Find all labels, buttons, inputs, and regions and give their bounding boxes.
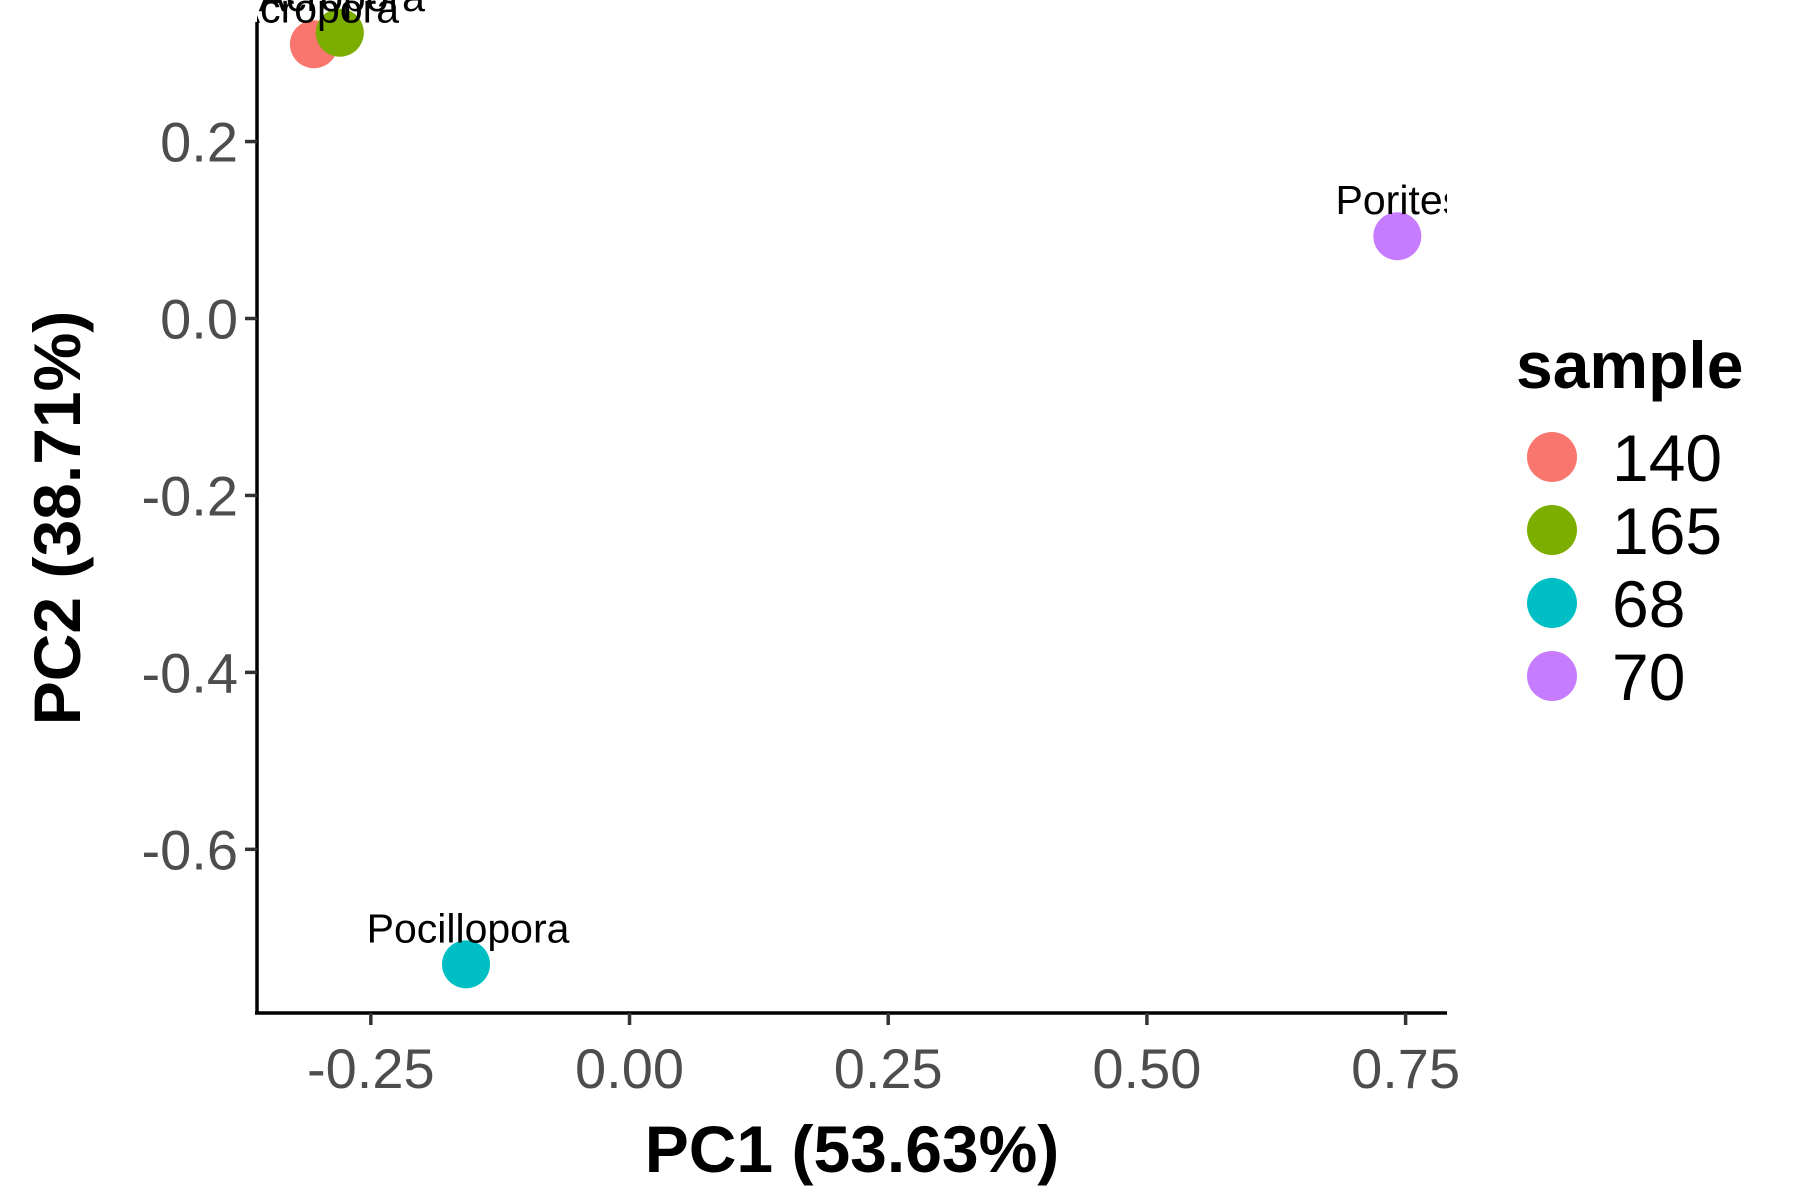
legend-title: sample [1516, 328, 1743, 402]
point-labels: AcroporaAcropora Pocillopora Porites [233, 0, 1464, 951]
scatter-point-70 [1373, 212, 1422, 261]
point-label: Pocillopora [367, 905, 570, 951]
scatter-point-165 [315, 8, 364, 57]
legend-key-70 [1527, 651, 1577, 701]
legend-label: 140 [1612, 421, 1722, 495]
legend-label: 70 [1612, 640, 1685, 714]
y-tick-label: -0.2 [142, 464, 239, 527]
legend-key-68 [1527, 578, 1577, 628]
x-tick-label: 0.25 [834, 1037, 943, 1100]
x-axis-title: PC1 (53.63%) [645, 1112, 1060, 1186]
x-tick-label: -0.25 [307, 1037, 435, 1100]
y-tick-label: 0.0 [160, 287, 238, 350]
point-label: Acropora [259, 0, 426, 20]
point-label: Acropora [233, 0, 400, 31]
legend-label: 165 [1612, 494, 1722, 568]
x-tick-label: 0.00 [575, 1037, 684, 1100]
y-tick-label: -0.6 [142, 818, 239, 881]
x-tick-label: 0.75 [1351, 1037, 1460, 1100]
y-axis-ticks: 0.2 0.0 -0.2 -0.4 -0.6 [142, 111, 257, 881]
scatter-point-68 [442, 940, 491, 989]
point-label: Porites [1336, 177, 1464, 223]
x-tick-label: 0.50 [1092, 1037, 1201, 1100]
x-axis-ticks: -0.25 0.00 0.25 0.50 0.75 [307, 1013, 1460, 1100]
y-tick-label: 0.2 [160, 111, 238, 174]
legend-key-165 [1527, 505, 1577, 555]
y-tick-label: -0.4 [142, 641, 239, 704]
y-axis-title: PC2 (38.71%) [20, 311, 94, 726]
plot-points [289, 8, 1422, 989]
legend-label: 68 [1612, 567, 1685, 641]
legend-key-140 [1527, 432, 1577, 482]
